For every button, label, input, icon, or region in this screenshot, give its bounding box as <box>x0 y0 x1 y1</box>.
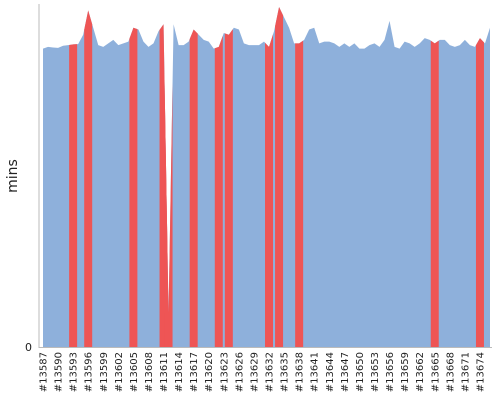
x-tick-label: #13620 <box>204 352 215 392</box>
x-tick-label: #13662 <box>415 352 426 392</box>
highlighted-build-bar <box>69 44 78 347</box>
x-tick-labels: #13587 #13590 #13593 #13596 #13599 #13602 #136… <box>39 352 487 392</box>
x-tick-label: #13608 <box>144 352 155 392</box>
x-tick-label: #13626 <box>234 352 245 392</box>
x-tick-label: #13587 <box>39 352 50 392</box>
highlighted-build-bar <box>84 10 93 347</box>
plot-area <box>43 6 490 348</box>
x-tick-label: #13647 <box>340 352 351 392</box>
x-tick-label: #13671 <box>460 352 471 392</box>
x-tick-label: #13674 <box>475 352 486 392</box>
x-tick-label: #13611 <box>159 352 170 392</box>
y-tick-label: 0 <box>25 341 32 354</box>
x-tick-label: #13638 <box>295 352 306 392</box>
y-axis-label: mins <box>5 159 21 193</box>
x-tick-label: #13665 <box>430 352 441 392</box>
x-tick-label: #13593 <box>69 352 80 392</box>
x-tick-label: #13632 <box>265 352 276 392</box>
x-tick-label: #13623 <box>219 352 230 392</box>
highlighted-build-bar <box>265 34 274 347</box>
x-tick-label: #13668 <box>445 352 456 392</box>
highlighted-build-bar <box>475 38 484 348</box>
x-tick-label: #13629 <box>249 352 260 392</box>
x-tick-label: #13605 <box>129 352 140 392</box>
x-tick-label: #13641 <box>310 352 321 392</box>
x-tick-label: #13653 <box>370 352 381 392</box>
x-tick-label: #13650 <box>355 352 366 392</box>
highlighted-build-bar <box>189 29 198 347</box>
highlighted-build-bar <box>275 6 284 347</box>
x-tick-label: #13599 <box>99 352 110 392</box>
highlighted-build-bar <box>295 40 304 348</box>
x-tick-label: #13656 <box>385 352 396 392</box>
x-tick-label: #13644 <box>325 352 336 392</box>
x-tick-label: #13596 <box>84 352 95 392</box>
highlighted-build-bar <box>129 27 138 347</box>
highlighted-build-bar <box>164 82 173 348</box>
x-tick-label: #13635 <box>280 352 291 392</box>
x-tick-label: #13659 <box>400 352 411 392</box>
highlighted-build-bar <box>224 29 233 347</box>
x-tick-label: #13614 <box>174 352 185 392</box>
x-tick-label: #13617 <box>189 352 200 392</box>
x-tick-label: #13590 <box>54 352 65 392</box>
highlighted-build-bar <box>430 40 439 348</box>
highlighted-build-bar <box>214 35 223 347</box>
x-tick-label: #13602 <box>114 352 125 392</box>
